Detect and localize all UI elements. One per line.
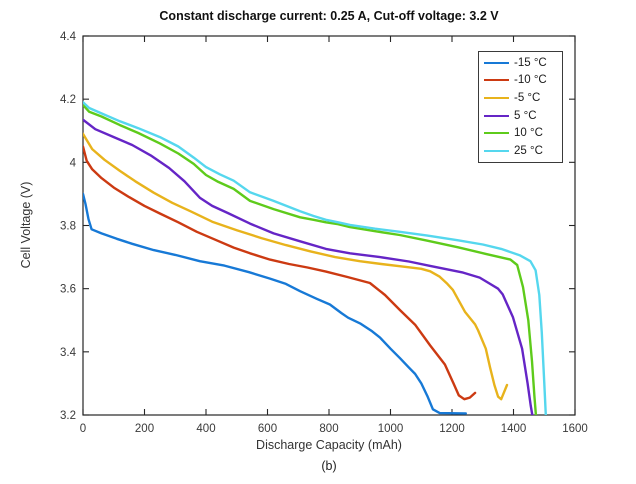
series-line-5C (83, 118, 534, 415)
series-line--10C (83, 145, 477, 401)
y-tick-label: 4.4 (60, 31, 77, 43)
series-line-10C (83, 103, 538, 415)
legend-label: 25 °C (514, 145, 543, 158)
x-tick-label: 1600 (562, 423, 588, 435)
y-tick-label: 3.2 (60, 410, 76, 422)
legend-line-sample (484, 61, 509, 64)
legend-line-sample (484, 79, 509, 82)
legend-line-sample (484, 132, 509, 135)
legend-entry: -5 °C (484, 91, 562, 106)
x-tick-label: 1400 (501, 423, 527, 435)
y-tick-label: 3.8 (60, 221, 76, 233)
x-tick-label: 400 (196, 423, 215, 435)
x-tick-label: 200 (135, 423, 154, 435)
legend-line-sample (484, 97, 509, 100)
legend-entry: 25 °C (484, 144, 562, 159)
legend-entry: 10 °C (484, 126, 562, 141)
series-line-25C (83, 101, 547, 415)
legend-label: 5 °C (514, 109, 537, 122)
y-tick-label: 3.6 (60, 284, 76, 296)
legend-entry: -15 °C (484, 55, 562, 70)
x-tick-label: 600 (258, 423, 277, 435)
x-tick-label: 800 (319, 423, 338, 435)
series-line--5C (83, 132, 509, 401)
series-line--15C (83, 192, 467, 415)
legend-label: -15 °C (514, 56, 547, 69)
x-tick-label: 1000 (378, 423, 404, 435)
legend-label: -10 °C (514, 74, 547, 87)
x-tick-label: 1200 (439, 423, 465, 435)
y-tick-label: 4.2 (60, 94, 76, 106)
y-tick-label: 3.4 (60, 347, 77, 359)
series-group (83, 101, 547, 415)
legend: -15 °C -10 °C -5 °C 5 °C 10 °C 25 °C (478, 51, 563, 163)
legend-line-sample (484, 114, 509, 117)
x-tick-label: 0 (80, 423, 86, 435)
legend-label: 10 °C (514, 127, 543, 140)
subplot-caption: (b) (321, 459, 337, 473)
x-axis-label: Discharge Capacity (mAh) (256, 438, 402, 452)
legend-line-sample (484, 150, 509, 153)
legend-label: -5 °C (514, 92, 541, 105)
y-tick-label: 4 (70, 157, 77, 169)
legend-entry: 5 °C (484, 108, 562, 123)
chart-title: Constant discharge current: 0.25 A, Cut-… (159, 9, 499, 23)
legend-entry: -10 °C (484, 73, 562, 88)
